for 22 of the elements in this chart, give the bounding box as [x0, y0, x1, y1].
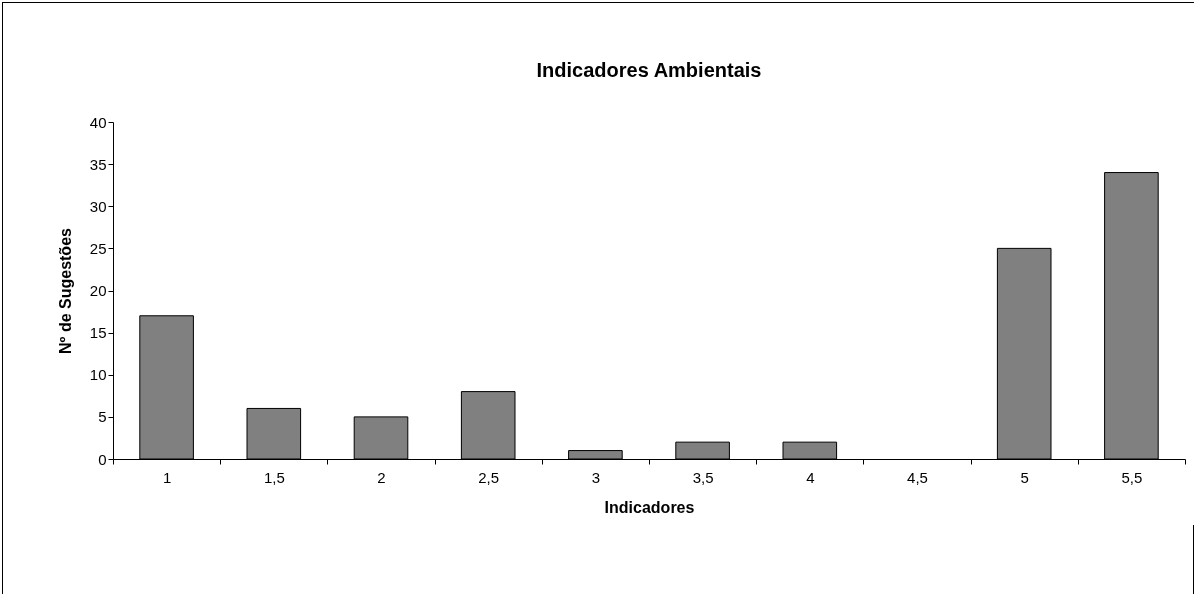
x-tick-label: 4 [806, 468, 815, 486]
x-tick-label: 2 [377, 468, 386, 486]
x-tick-label: 1 [162, 468, 172, 486]
y-tick-label: 30 [89, 197, 107, 215]
y-axis-title: Nº de Sugestões [56, 227, 74, 354]
x-axis-title: Indicadores [604, 498, 695, 516]
x-tick-label: 2,5 [478, 468, 500, 486]
chart-title: Indicadores Ambientais [536, 59, 762, 81]
y-tick-label: 5 [98, 408, 107, 426]
x-tick-label: 3 [591, 468, 601, 486]
x-tick-label: 5 [1020, 468, 1029, 486]
x-tick-label: 1,5 [263, 468, 285, 486]
y-tick-label: 15 [89, 324, 107, 342]
x-tick-label: 3,5 [692, 468, 714, 486]
x-tick-label: 4,5 [907, 468, 928, 486]
y-tick-label: 25 [89, 239, 107, 257]
y-tick-label: 20 [89, 282, 107, 299]
x-tick-label: 5,5 [1121, 468, 1143, 486]
y-tick-label: 10 [89, 366, 107, 384]
y-tick-label: 0 [98, 450, 107, 468]
y-tick-label: 35 [89, 155, 107, 173]
y-tick-label: 40 [89, 113, 107, 131]
